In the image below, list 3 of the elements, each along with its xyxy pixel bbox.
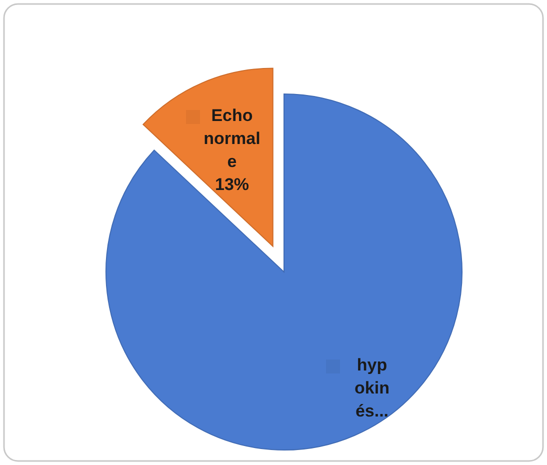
legend-label: hypokinés... (354, 356, 390, 420)
data-label: 13% (214, 175, 250, 194)
legend-label: Echo normale (204, 106, 260, 171)
